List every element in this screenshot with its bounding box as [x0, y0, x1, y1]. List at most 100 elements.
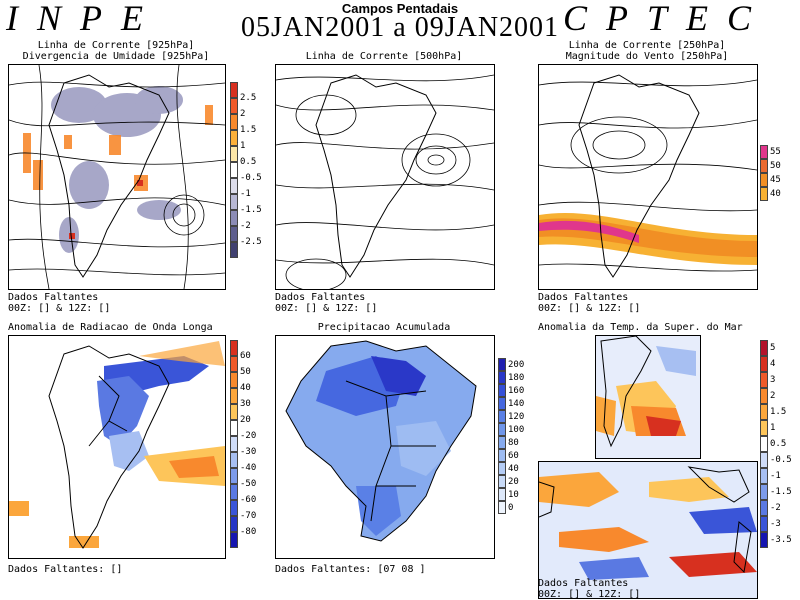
panel4-map-olr-anomaly	[8, 335, 226, 559]
olr-colorbar-swatch	[230, 388, 238, 404]
divergence-colorbar-swatch	[230, 178, 238, 194]
divergence-colorbar-label: -1	[240, 189, 251, 199]
divergence-colorbar-label: -0.5	[240, 173, 262, 183]
olr-colorbar-label: 20	[240, 415, 251, 425]
olr-colorbar-swatch	[230, 500, 238, 516]
sst-colorbar-swatch	[760, 484, 768, 500]
panel3-title-line1: Linha de Corrente [250hPa]	[568, 40, 726, 51]
sst-colorbar-swatch	[760, 340, 768, 356]
precip-colorbar-swatch	[498, 384, 506, 397]
panel2-missing-line1: Dados Faltantes	[275, 292, 366, 303]
olr-colorbar-label: 60	[240, 351, 251, 361]
wind-colorbar-swatch	[760, 145, 768, 159]
wind-colorbar: 55 50 45 40	[760, 145, 800, 201]
panel1-missing-line1: Dados Faltantes	[8, 292, 99, 303]
page-title: Campos Pentadais	[341, 1, 459, 16]
olr-colorbar-swatch	[230, 436, 238, 452]
panel1-map-streamline-925	[8, 64, 226, 290]
sst-colorbar-swatch	[760, 372, 768, 388]
olr-colorbar-swatch	[230, 372, 238, 388]
wind-colorbar-swatch	[760, 187, 768, 201]
sst-colorbar-label: 1.5	[770, 407, 787, 417]
precip-colorbar-label: 160	[508, 385, 525, 396]
precip-colorbar-label: 200	[508, 359, 525, 370]
divergence-colorbar-swatch	[230, 146, 238, 162]
divergence-colorbar-swatch	[230, 242, 238, 258]
panel5-map-precipitation	[275, 335, 495, 559]
olr-colorbar-label: -40	[240, 463, 257, 473]
olr-colorbar-label: -30	[240, 447, 257, 457]
precip-colorbar: 200 180 160 140 120 100 80 60 40 20 10 0	[498, 358, 538, 514]
panel1-title-line2: Divergencia de Umidade [925hPa]	[22, 51, 210, 62]
panel6-title-line1: Anomalia da Temp. da Super. do Mar	[538, 322, 743, 333]
olr-colorbar-label: 50	[240, 367, 251, 377]
divergence-colorbar-label: -2.5	[240, 237, 262, 247]
sst-colorbar-label: 4	[770, 359, 776, 369]
panel2-map-streamline-500	[275, 64, 495, 290]
wind-colorbar-label: 55	[770, 147, 781, 157]
olr-colorbar-swatch	[230, 452, 238, 468]
precip-colorbar-swatch	[498, 397, 506, 410]
panel3-title-line2: Magnitude do Vento [250hPa]	[565, 51, 729, 62]
olr-colorbar-swatch	[230, 516, 238, 532]
panel2-title-line1: Linha de Corrente [500hPa]	[305, 51, 463, 62]
divergence-colorbar-swatch	[230, 226, 238, 242]
precip-colorbar-swatch	[498, 449, 506, 462]
precip-colorbar-label: 80	[508, 437, 519, 448]
wind-colorbar-swatch	[760, 173, 768, 187]
olr-colorbar-label: 40	[240, 383, 251, 393]
panel6-missing-line2: 00Z: [] & 12Z: []	[538, 589, 641, 600]
precip-colorbar-swatch	[498, 462, 506, 475]
sst-colorbar-label: -3	[770, 519, 781, 529]
panel3-map-wind-250	[538, 64, 758, 290]
sst-colorbar-swatch	[760, 516, 768, 532]
divergence-colorbar-label: 2	[240, 109, 246, 119]
panel5-missing-line1: Dados Faltantes: [07 08 ]	[275, 564, 426, 575]
sst-colorbar-swatch	[760, 388, 768, 404]
sst-colorbar: 5 4 3 2 1.5 1 0.5 -0.5 -1 -1.5 -2 -3 -3.5	[760, 340, 800, 548]
divergence-colorbar-swatch	[230, 162, 238, 178]
olr-colorbar-label: -80	[240, 527, 257, 537]
sst-colorbar-swatch	[760, 356, 768, 372]
divergence-colorbar-swatch	[230, 130, 238, 146]
panel1-missing-line2: 00Z: [] & 12Z: []	[8, 303, 111, 314]
sst-colorbar-swatch	[760, 420, 768, 436]
sst-colorbar-label: -2	[770, 503, 781, 513]
date-range: 05JAN2001 a 09JAN2001	[240, 12, 560, 43]
panel4-missing-line1: Dados Faltantes: []	[8, 564, 123, 575]
wind-colorbar-label: 50	[770, 161, 781, 171]
divergence-colorbar-label: 1.5	[240, 125, 257, 135]
olr-colorbar-label: -50	[240, 479, 257, 489]
sst-colorbar-swatch	[760, 532, 768, 548]
sst-colorbar-swatch	[760, 436, 768, 452]
panel3-missing-line1: Dados Faltantes	[538, 292, 629, 303]
precip-colorbar-label: 20	[508, 476, 519, 487]
precip-colorbar-swatch	[498, 436, 506, 449]
sst-colorbar-swatch	[760, 500, 768, 516]
divergence-colorbar-swatch	[230, 82, 238, 98]
precip-colorbar-swatch	[498, 410, 506, 423]
sst-colorbar-swatch	[760, 452, 768, 468]
wind-colorbar-swatch	[760, 159, 768, 173]
olr-colorbar-label: -70	[240, 511, 257, 521]
precip-colorbar-swatch	[498, 371, 506, 384]
precip-colorbar-swatch	[498, 423, 506, 436]
divergence-colorbar-swatch	[230, 98, 238, 114]
divergence-colorbar-swatch	[230, 114, 238, 130]
sst-colorbar-swatch	[760, 404, 768, 420]
divergence-colorbar-swatch	[230, 194, 238, 210]
olr-colorbar-swatch	[230, 340, 238, 356]
panel5-title-line1: Precipitacao Acumulada	[317, 322, 451, 333]
precip-colorbar-swatch	[498, 488, 506, 501]
olr-colorbar-swatch	[230, 484, 238, 500]
panel3-missing-line2: 00Z: [] & 12Z: []	[538, 303, 641, 314]
panel1-title-line1: Linha de Corrente [925hPa]	[37, 40, 195, 51]
panel6-map-atlantic-sst	[595, 335, 701, 459]
inpe-logo: INPE	[6, 0, 162, 38]
panel6-map-global-sst	[538, 461, 758, 599]
wind-colorbar-label: 40	[770, 189, 781, 199]
sst-colorbar-label: -1.5	[770, 487, 792, 497]
divergence-colorbar-label: 2.5	[240, 93, 257, 103]
precip-colorbar-label: 40	[508, 463, 519, 474]
precip-colorbar-label: 10	[508, 489, 519, 500]
